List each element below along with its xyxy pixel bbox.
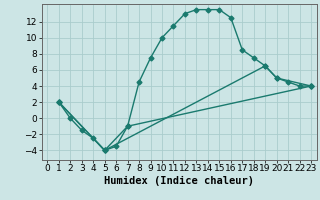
X-axis label: Humidex (Indice chaleur): Humidex (Indice chaleur) xyxy=(104,176,254,186)
